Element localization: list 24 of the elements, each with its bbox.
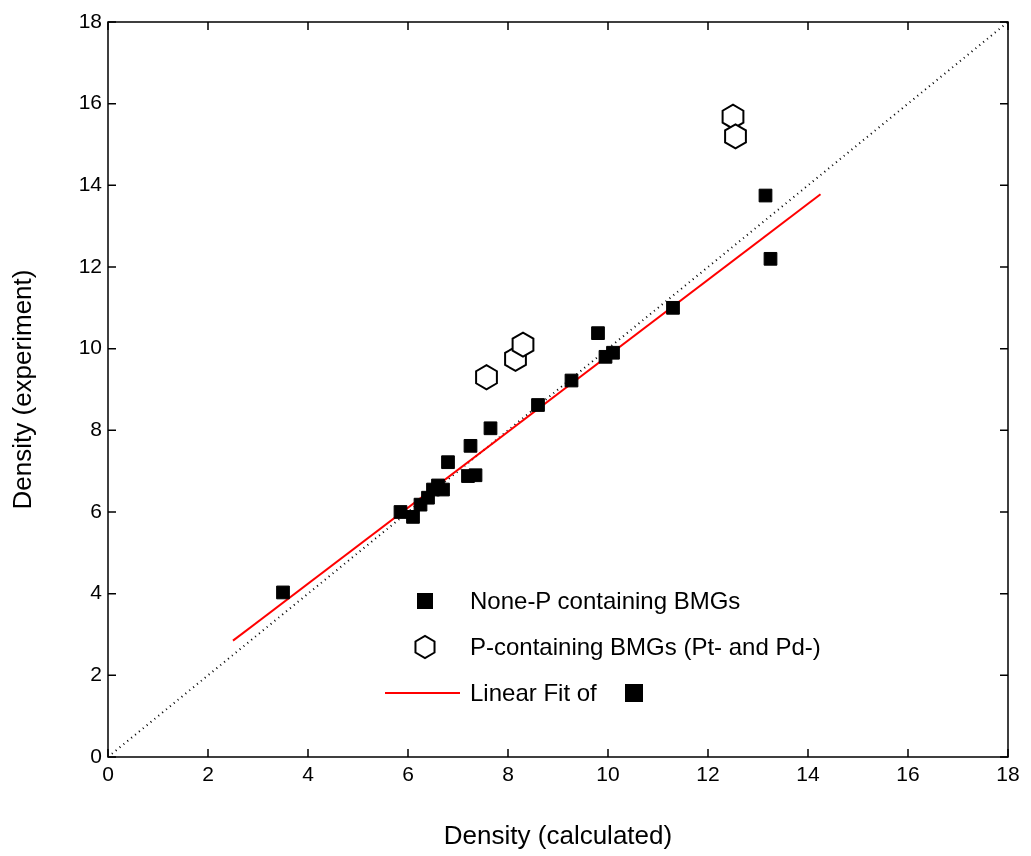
x-tick-label: 8 <box>502 762 514 786</box>
x-tick-label: 18 <box>996 762 1020 786</box>
y-tick-label: 8 <box>90 417 102 441</box>
x-tick-label: 6 <box>402 762 414 786</box>
x-tick-label: 12 <box>696 762 720 786</box>
y-tick-label: 0 <box>90 743 102 767</box>
y-tick-label: 18 <box>78 8 102 32</box>
x-tick-label: 16 <box>896 762 920 786</box>
y-tick-label: 4 <box>90 580 103 604</box>
x-tick-label: 4 <box>302 762 315 786</box>
x-axis-title: Density (calculated) <box>443 819 673 850</box>
legend-label: P-containing BMGs (Pt- and Pd-) <box>470 632 821 662</box>
legend-label: Linear Fit of <box>470 678 597 708</box>
legend-label: None-P containing BMGs <box>470 586 741 616</box>
y-tick-label: 10 <box>78 335 102 359</box>
y-axis-title: Density (experiment) <box>6 269 37 510</box>
x-tick-label: 10 <box>596 762 620 786</box>
x-tick-label: 2 <box>202 762 214 786</box>
y-tick-label: 14 <box>78 172 103 196</box>
y-tick-label: 12 <box>78 253 102 277</box>
y-tick-label: 6 <box>90 498 102 522</box>
y-tick-label: 16 <box>78 90 102 114</box>
y-tick-label: 2 <box>90 662 102 686</box>
x-tick-label: 14 <box>796 762 820 786</box>
